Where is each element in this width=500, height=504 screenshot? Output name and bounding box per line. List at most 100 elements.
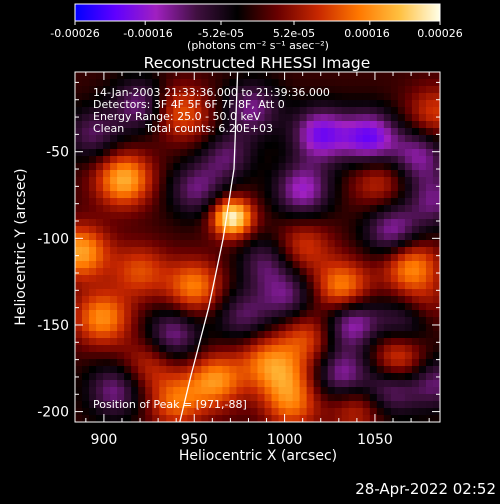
heatmap-cell <box>215 268 223 276</box>
heatmap-cell <box>278 310 287 318</box>
heatmap-cell <box>159 247 167 255</box>
heatmap-cell <box>397 415 406 422</box>
heatmap-cell <box>229 212 238 220</box>
heatmap-cell <box>173 359 181 367</box>
heatmap-cell <box>376 401 385 409</box>
heatmap-cell <box>383 387 392 395</box>
heatmap-cell <box>425 303 434 311</box>
heatmap-cell <box>75 254 83 262</box>
heatmap-cell <box>89 121 97 129</box>
heatmap-cell <box>425 401 434 409</box>
heatmap-cell <box>341 86 350 94</box>
heatmap-cell <box>404 163 413 171</box>
heatmap-cell <box>82 128 90 136</box>
heatmap-cell <box>166 275 174 283</box>
colorbar <box>74 3 441 22</box>
heatmap-cell <box>334 387 343 395</box>
heatmap-cell <box>334 121 343 129</box>
heatmap-cell <box>131 310 139 318</box>
heatmap-cell <box>278 380 287 388</box>
heatmap-cell <box>306 387 315 395</box>
heatmap-cell <box>376 345 385 353</box>
heatmap-cell <box>369 212 378 220</box>
heatmap-cell <box>369 387 378 395</box>
heatmap-cell <box>173 121 181 129</box>
heatmap-cell <box>313 163 322 171</box>
heatmap-cell <box>432 240 440 248</box>
heatmap-cell <box>341 254 350 262</box>
heatmap-cell <box>236 387 245 395</box>
heatmap-cell <box>229 415 238 422</box>
heatmap-cell <box>383 184 392 192</box>
heatmap-cell <box>131 408 139 416</box>
heatmap-cell <box>257 394 266 402</box>
heatmap-cell <box>432 261 440 269</box>
heatmap-cell <box>327 275 336 283</box>
heatmap-cell <box>432 177 440 185</box>
heatmap-cell <box>355 205 364 213</box>
heatmap-cell <box>271 415 280 422</box>
heatmap-cell <box>236 212 245 220</box>
heatmap-cell <box>145 114 153 122</box>
heatmap-cell <box>201 373 209 381</box>
heatmap-cell <box>138 247 146 255</box>
heatmap-cell <box>334 282 343 290</box>
heatmap-cell <box>173 226 181 234</box>
heatmap-cell <box>341 240 350 248</box>
heatmap-cell <box>257 352 266 360</box>
heatmap-cell <box>194 205 202 213</box>
heatmap-cell <box>75 198 83 206</box>
heatmap-cell <box>376 191 385 199</box>
heatmap-cell <box>369 282 378 290</box>
heatmap-cell <box>110 310 118 318</box>
heatmap-cell <box>89 212 97 220</box>
heatmap-cell <box>376 205 385 213</box>
heatmap-cell <box>390 93 399 101</box>
heatmap-cell <box>355 359 364 367</box>
heatmap-cell <box>215 261 223 269</box>
heatmap-cell <box>369 72 378 80</box>
heatmap-cell <box>425 226 434 234</box>
heatmap-cell <box>159 163 167 171</box>
heatmap-cell <box>82 268 90 276</box>
heatmap-cell <box>145 296 153 304</box>
heatmap-cell <box>285 128 294 136</box>
heatmap-cell <box>383 261 392 269</box>
heatmap-cell <box>124 149 132 157</box>
heatmap-cell <box>236 177 245 185</box>
heatmap-cell <box>229 198 238 206</box>
heatmap-cell <box>117 373 125 381</box>
heatmap-cell <box>369 317 378 325</box>
heatmap-cell <box>222 282 231 290</box>
heatmap-cell <box>89 142 97 150</box>
heatmap-cell <box>250 226 259 234</box>
heatmap-cell <box>362 338 371 346</box>
heatmap-cell <box>243 177 252 185</box>
heatmap-cell <box>215 408 223 416</box>
heatmap-cell <box>250 240 259 248</box>
heatmap-cell <box>285 107 294 115</box>
heatmap-cell <box>124 86 132 94</box>
heatmap-cell <box>110 380 118 388</box>
heatmap-cell <box>376 289 385 297</box>
heatmap-cell <box>334 156 343 164</box>
heatmap-cell <box>180 373 188 381</box>
heatmap-cell <box>82 254 90 262</box>
heatmap-cell <box>138 380 146 388</box>
heatmap-cell <box>159 114 167 122</box>
heatmap-cell <box>397 317 406 325</box>
heatmap-cell <box>250 387 259 395</box>
heatmap-area <box>75 72 440 422</box>
heatmap-cell <box>271 142 280 150</box>
heatmap-cell <box>432 366 440 374</box>
heatmap-cell <box>89 254 97 262</box>
heatmap-cell <box>418 359 427 367</box>
heatmap-cell <box>75 296 83 304</box>
heatmap-cell <box>292 289 301 297</box>
heatmap-cell <box>327 254 336 262</box>
heatmap-cell <box>320 324 329 332</box>
heatmap-cell <box>180 296 188 304</box>
heatmap-cell <box>327 198 336 206</box>
heatmap-cell <box>397 394 406 402</box>
heatmap-cell <box>159 142 167 150</box>
